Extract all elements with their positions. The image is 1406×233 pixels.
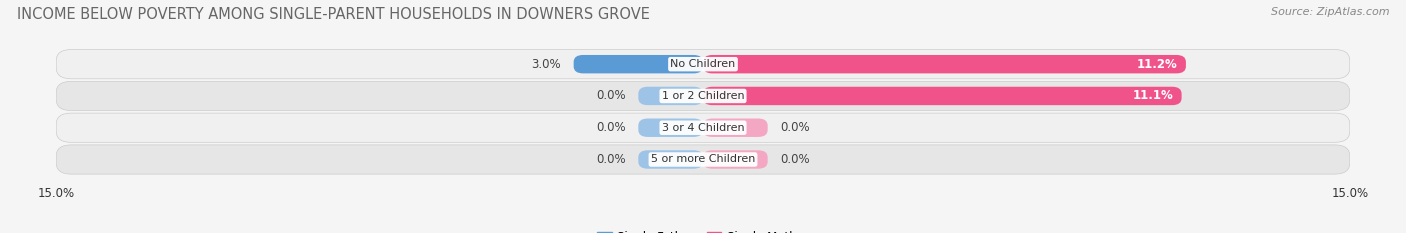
Text: No Children: No Children: [671, 59, 735, 69]
Text: 5 or more Children: 5 or more Children: [651, 154, 755, 164]
FancyBboxPatch shape: [56, 81, 1350, 111]
Text: 0.0%: 0.0%: [596, 121, 626, 134]
Text: Source: ZipAtlas.com: Source: ZipAtlas.com: [1271, 7, 1389, 17]
FancyBboxPatch shape: [56, 145, 1350, 174]
FancyBboxPatch shape: [703, 150, 768, 169]
FancyBboxPatch shape: [638, 87, 703, 105]
Text: 3.0%: 3.0%: [531, 58, 561, 71]
FancyBboxPatch shape: [638, 119, 703, 137]
FancyBboxPatch shape: [703, 119, 768, 137]
Text: 11.2%: 11.2%: [1136, 58, 1177, 71]
FancyBboxPatch shape: [638, 150, 703, 169]
FancyBboxPatch shape: [56, 50, 1350, 79]
Text: 3 or 4 Children: 3 or 4 Children: [662, 123, 744, 133]
Text: 11.1%: 11.1%: [1132, 89, 1173, 103]
Text: 0.0%: 0.0%: [596, 153, 626, 166]
Text: 0.0%: 0.0%: [596, 89, 626, 103]
Legend: Single Father, Single Mother: Single Father, Single Mother: [593, 226, 813, 233]
Text: 0.0%: 0.0%: [780, 121, 810, 134]
Text: INCOME BELOW POVERTY AMONG SINGLE-PARENT HOUSEHOLDS IN DOWNERS GROVE: INCOME BELOW POVERTY AMONG SINGLE-PARENT…: [17, 7, 650, 22]
FancyBboxPatch shape: [703, 87, 1181, 105]
FancyBboxPatch shape: [56, 113, 1350, 142]
FancyBboxPatch shape: [574, 55, 703, 73]
Text: 0.0%: 0.0%: [780, 153, 810, 166]
FancyBboxPatch shape: [703, 55, 1185, 73]
Text: 1 or 2 Children: 1 or 2 Children: [662, 91, 744, 101]
